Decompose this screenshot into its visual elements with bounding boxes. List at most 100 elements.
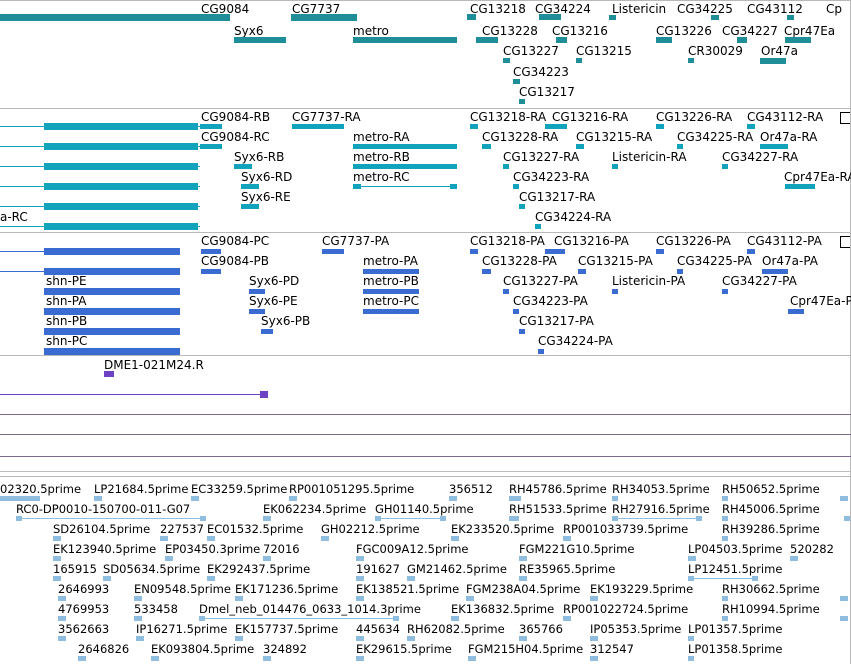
est-feature[interactable] (356, 596, 364, 601)
est-feature[interactable] (58, 596, 66, 601)
gene-feature[interactable] (200, 14, 230, 21)
est-feature[interactable] (407, 636, 415, 641)
gene-label[interactable]: CG13228 (482, 24, 538, 38)
est-label[interactable]: EK29615.5prime (356, 642, 452, 656)
reagent-line[interactable] (0, 394, 262, 395)
gene-feature[interactable] (688, 58, 694, 63)
transcript-exon[interactable] (450, 184, 457, 189)
est-feature[interactable] (78, 656, 86, 661)
transcript-exon[interactable] (44, 223, 198, 230)
est-label[interactable]: RH45006.5prime (722, 502, 820, 516)
transcript-label[interactable]: CG13226-RA (656, 110, 733, 124)
transcript-label[interactable]: metro-RA (353, 130, 410, 144)
protein-exon[interactable] (578, 269, 586, 274)
transcript-label[interactable]: metro-RB (353, 150, 410, 164)
est-feature[interactable] (407, 576, 415, 581)
est-feature[interactable] (722, 596, 728, 601)
transcript-label[interactable]: CG34225-RA (677, 130, 754, 144)
transcript-exon[interactable] (503, 164, 509, 169)
est-line[interactable] (612, 518, 702, 519)
est-label[interactable]: SD05634.5prime (103, 562, 201, 576)
gene-label[interactable]: CG34227 (722, 24, 778, 38)
transcript-exon[interactable] (760, 144, 788, 149)
protein-exon[interactable] (261, 329, 273, 334)
transcript-exon[interactable] (656, 124, 664, 129)
transcript-label[interactable]: Syx6-RB (234, 150, 285, 164)
est-label[interactable]: RH10994.5prime (722, 602, 820, 616)
protein-label[interactable]: shn-PA (46, 294, 87, 308)
protein-exon[interactable] (545, 249, 565, 254)
protein-exon[interactable] (513, 309, 519, 314)
est-feature[interactable] (449, 496, 457, 501)
gene-feature[interactable] (476, 37, 498, 43)
protein-label[interactable]: CG13217-PA (519, 314, 594, 328)
est-label[interactable]: RH34053.5prime (612, 482, 710, 496)
transcript-exon[interactable] (44, 203, 198, 210)
protein-exon[interactable] (722, 289, 728, 294)
est-feature[interactable] (722, 496, 728, 501)
transcript-exon[interactable] (241, 204, 259, 209)
gene-label[interactable]: CG13215 (576, 44, 632, 58)
protein-label[interactable]: CG34224-PA (538, 334, 613, 348)
gene-feature[interactable] (787, 15, 794, 20)
reagent-feature[interactable] (260, 391, 268, 398)
protein-label[interactable]: CG43112-PA (747, 234, 822, 248)
gene-label[interactable]: CG13216 (552, 24, 608, 38)
est-feature[interactable] (688, 556, 696, 561)
transcript-label[interactable]: CG13227-RA (503, 150, 580, 164)
gene-label[interactable]: CG34225 (677, 2, 733, 16)
est-feature[interactable] (451, 536, 459, 541)
transcript-exon[interactable] (234, 164, 252, 169)
transcript-label[interactable]: Cpr47Ea-RA (784, 170, 851, 184)
est-feature[interactable] (356, 656, 364, 661)
est-label[interactable]: EK157737.5prime (235, 622, 339, 636)
gene-label[interactable]: CG43112 (747, 2, 803, 16)
transcript-exon[interactable] (292, 124, 344, 129)
protein-exon[interactable] (503, 289, 509, 294)
est-feature[interactable] (509, 496, 521, 501)
gene-feature[interactable] (576, 58, 582, 63)
transcript-exon[interactable] (535, 224, 541, 229)
est-label[interactable]: 533458 (134, 602, 178, 616)
protein-label[interactable]: CG13227-PA (503, 274, 578, 288)
gene-label[interactable]: CG13217 (519, 85, 575, 99)
est-feature[interactable] (451, 616, 459, 621)
est-feature[interactable] (440, 516, 446, 521)
protein-exon[interactable] (44, 308, 180, 315)
protein-exon[interactable] (44, 268, 180, 275)
est-label[interactable]: IP05353.5prime (590, 622, 682, 636)
transcript-label[interactable]: CG34224-RA (535, 210, 612, 224)
est-feature[interactable] (136, 636, 144, 641)
protein-label[interactable]: Listericin-PA (612, 274, 686, 288)
est-feature[interactable] (509, 516, 519, 521)
est-feature[interactable] (840, 596, 848, 601)
est-feature[interactable] (468, 656, 476, 661)
est-label[interactable]: RH50652.5prime (722, 482, 820, 496)
est-feature[interactable] (688, 576, 694, 581)
protein-label[interactable]: CG13216-PA (554, 234, 629, 248)
est-feature[interactable] (688, 636, 694, 641)
est-label[interactable]: 4769953 (58, 602, 110, 616)
transcript-label[interactable]: CG7737-RA (292, 110, 361, 124)
protein-label[interactable]: shn-PB (46, 314, 88, 328)
est-label[interactable]: 191627 (356, 562, 400, 576)
est-feature[interactable] (790, 556, 798, 561)
transcript-exon[interactable] (353, 144, 457, 149)
protein-exon[interactable] (249, 289, 265, 294)
est-feature[interactable] (752, 576, 758, 581)
est-feature[interactable] (563, 536, 571, 541)
est-feature[interactable] (840, 496, 848, 501)
transcript-label[interactable]: Or47a-RA (760, 130, 818, 144)
est-label[interactable]: EK093804.5prime (151, 642, 255, 656)
gene-feature[interactable] (467, 14, 476, 20)
est-feature[interactable] (375, 516, 381, 521)
transcript-label[interactable]: CG43112-RA (747, 110, 824, 124)
transcript-exon[interactable] (44, 183, 198, 190)
est-label[interactable]: RH45786.5prime (509, 482, 607, 496)
transcript-label[interactable]: Listericin-RA (612, 150, 687, 164)
est-feature[interactable] (519, 636, 527, 641)
transcript-label[interactable]: CG13228-RA (482, 130, 559, 144)
protein-exon[interactable] (538, 349, 544, 354)
est-label[interactable]: RH51533.5prime (509, 502, 607, 516)
est-feature[interactable] (356, 636, 364, 641)
